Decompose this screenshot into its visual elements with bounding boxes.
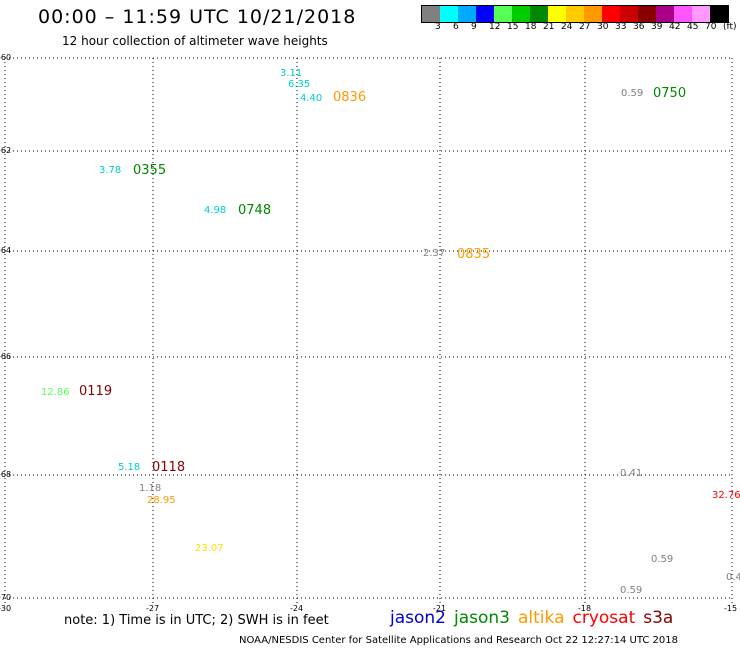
scale-swatch (476, 6, 494, 22)
wave-height-label: 23.07 (195, 543, 224, 554)
latitude-label: -60 (0, 53, 12, 62)
wave-height-label: 4.98 (204, 205, 226, 216)
wave-height-label: 3.78 (99, 165, 121, 176)
scale-swatch (710, 6, 728, 22)
scale-swatch (440, 6, 458, 22)
longitude-label: -18 (578, 604, 592, 613)
scale-swatch (530, 6, 548, 22)
credit-line: NOAA/NESDIS Center for Satellite Applica… (239, 635, 678, 646)
pass-time-label: 0748 (238, 203, 271, 218)
legend-altika: altika (518, 608, 565, 628)
legend-jason2: jason2 (390, 608, 446, 628)
scale-label: 24 (561, 22, 573, 32)
scale-label: 15 (507, 22, 519, 32)
scale-label: 3 (435, 22, 441, 32)
color-scale (421, 5, 729, 23)
longitude-label: -21 (433, 604, 447, 613)
scale-swatch (566, 6, 584, 22)
wave-height-label: 3.11 (280, 68, 302, 79)
scale-swatch (656, 6, 674, 22)
map-title: 00:00 – 11:59 UTC 10/21/2018 (38, 6, 357, 28)
scale-label: 21 (543, 22, 555, 32)
longitude-label: -30 (0, 604, 12, 613)
longitude-label: -24 (290, 604, 304, 613)
scale-label: 30 (597, 22, 609, 32)
scale-swatch (620, 6, 638, 22)
wave-height-label: 4.40 (300, 93, 322, 104)
scale-swatch (512, 6, 530, 22)
scale-label: 45 (687, 22, 699, 32)
scale-label: (ft) (723, 22, 737, 32)
color-scale-labels: 3 6 9 12 15 18 21 24 27 30 33 36 39 42 45 70 (ft) (421, 22, 740, 34)
scale-swatch (422, 6, 440, 22)
lat-lon-grid (4, 57, 733, 604)
wave-height-label: 6.35 (288, 79, 310, 90)
wave-height-label: 0.59 (620, 585, 642, 596)
latitude-label: -66 (0, 352, 12, 361)
wave-height-label: 0.59 (651, 554, 673, 565)
scale-swatch (494, 6, 512, 22)
scale-label: 12 (489, 22, 501, 32)
pass-time-label: 0119 (79, 384, 112, 399)
legend-s3a: s3a (643, 608, 674, 628)
wave-height-label: 0.59 (621, 88, 643, 99)
wave-height-label: 0.4 (726, 572, 740, 583)
scale-swatch (458, 6, 476, 22)
footer-note: note: 1) Time is in UTC; 2) SWH is in fe… (64, 613, 329, 628)
wave-height-label: 0.41 (620, 468, 642, 479)
longitude-label: -27 (146, 604, 160, 613)
scale-label: 6 (453, 22, 459, 32)
wave-height-label: 12.86 (41, 387, 70, 398)
wave-height-label: 5.18 (118, 462, 140, 473)
scale-label: 39 (651, 22, 663, 32)
scale-swatch (548, 6, 566, 22)
scale-swatch (674, 6, 692, 22)
scale-label: 9 (471, 22, 477, 32)
latitude-label: -62 (0, 146, 12, 155)
wave-height-label: 28.95 (147, 495, 176, 506)
scale-label: 27 (579, 22, 591, 32)
latitude-label: -70 (0, 593, 12, 602)
longitude-label: -15 (724, 604, 738, 613)
legend-jason3: jason3 (454, 608, 510, 628)
scale-swatch (584, 6, 602, 22)
wave-height-label: 1.18 (139, 483, 161, 494)
pass-time-label: 0835 (457, 247, 490, 262)
pass-time-label: 0118 (152, 460, 185, 475)
scale-label: 33 (615, 22, 627, 32)
scale-label: 18 (525, 22, 537, 32)
scale-label: 36 (633, 22, 645, 32)
scale-label: 42 (669, 22, 681, 32)
pass-time-label: 0836 (333, 90, 366, 105)
scale-swatch (638, 6, 656, 22)
pass-time-label: 0750 (653, 86, 686, 101)
satellite-legend: jason2 jason3 altika cryosat s3a (390, 608, 681, 628)
scale-swatch (602, 6, 620, 22)
scale-swatch (692, 6, 710, 22)
latitude-label: -68 (0, 470, 12, 479)
wave-height-label: 2.37 (423, 248, 445, 259)
scale-label: 70 (705, 22, 717, 32)
wave-height-label: 32.76 (712, 490, 740, 501)
pass-time-label: 0355 (133, 163, 166, 178)
latitude-label: -64 (0, 246, 12, 255)
map-subtitle: 12 hour collection of altimeter wave hei… (62, 34, 328, 48)
observation-layer: 3.116.35 4.40 0836 0.59 0750 3.78 0355 4.98 0748… (41, 68, 740, 596)
legend-cryosat: cryosat (572, 608, 636, 628)
